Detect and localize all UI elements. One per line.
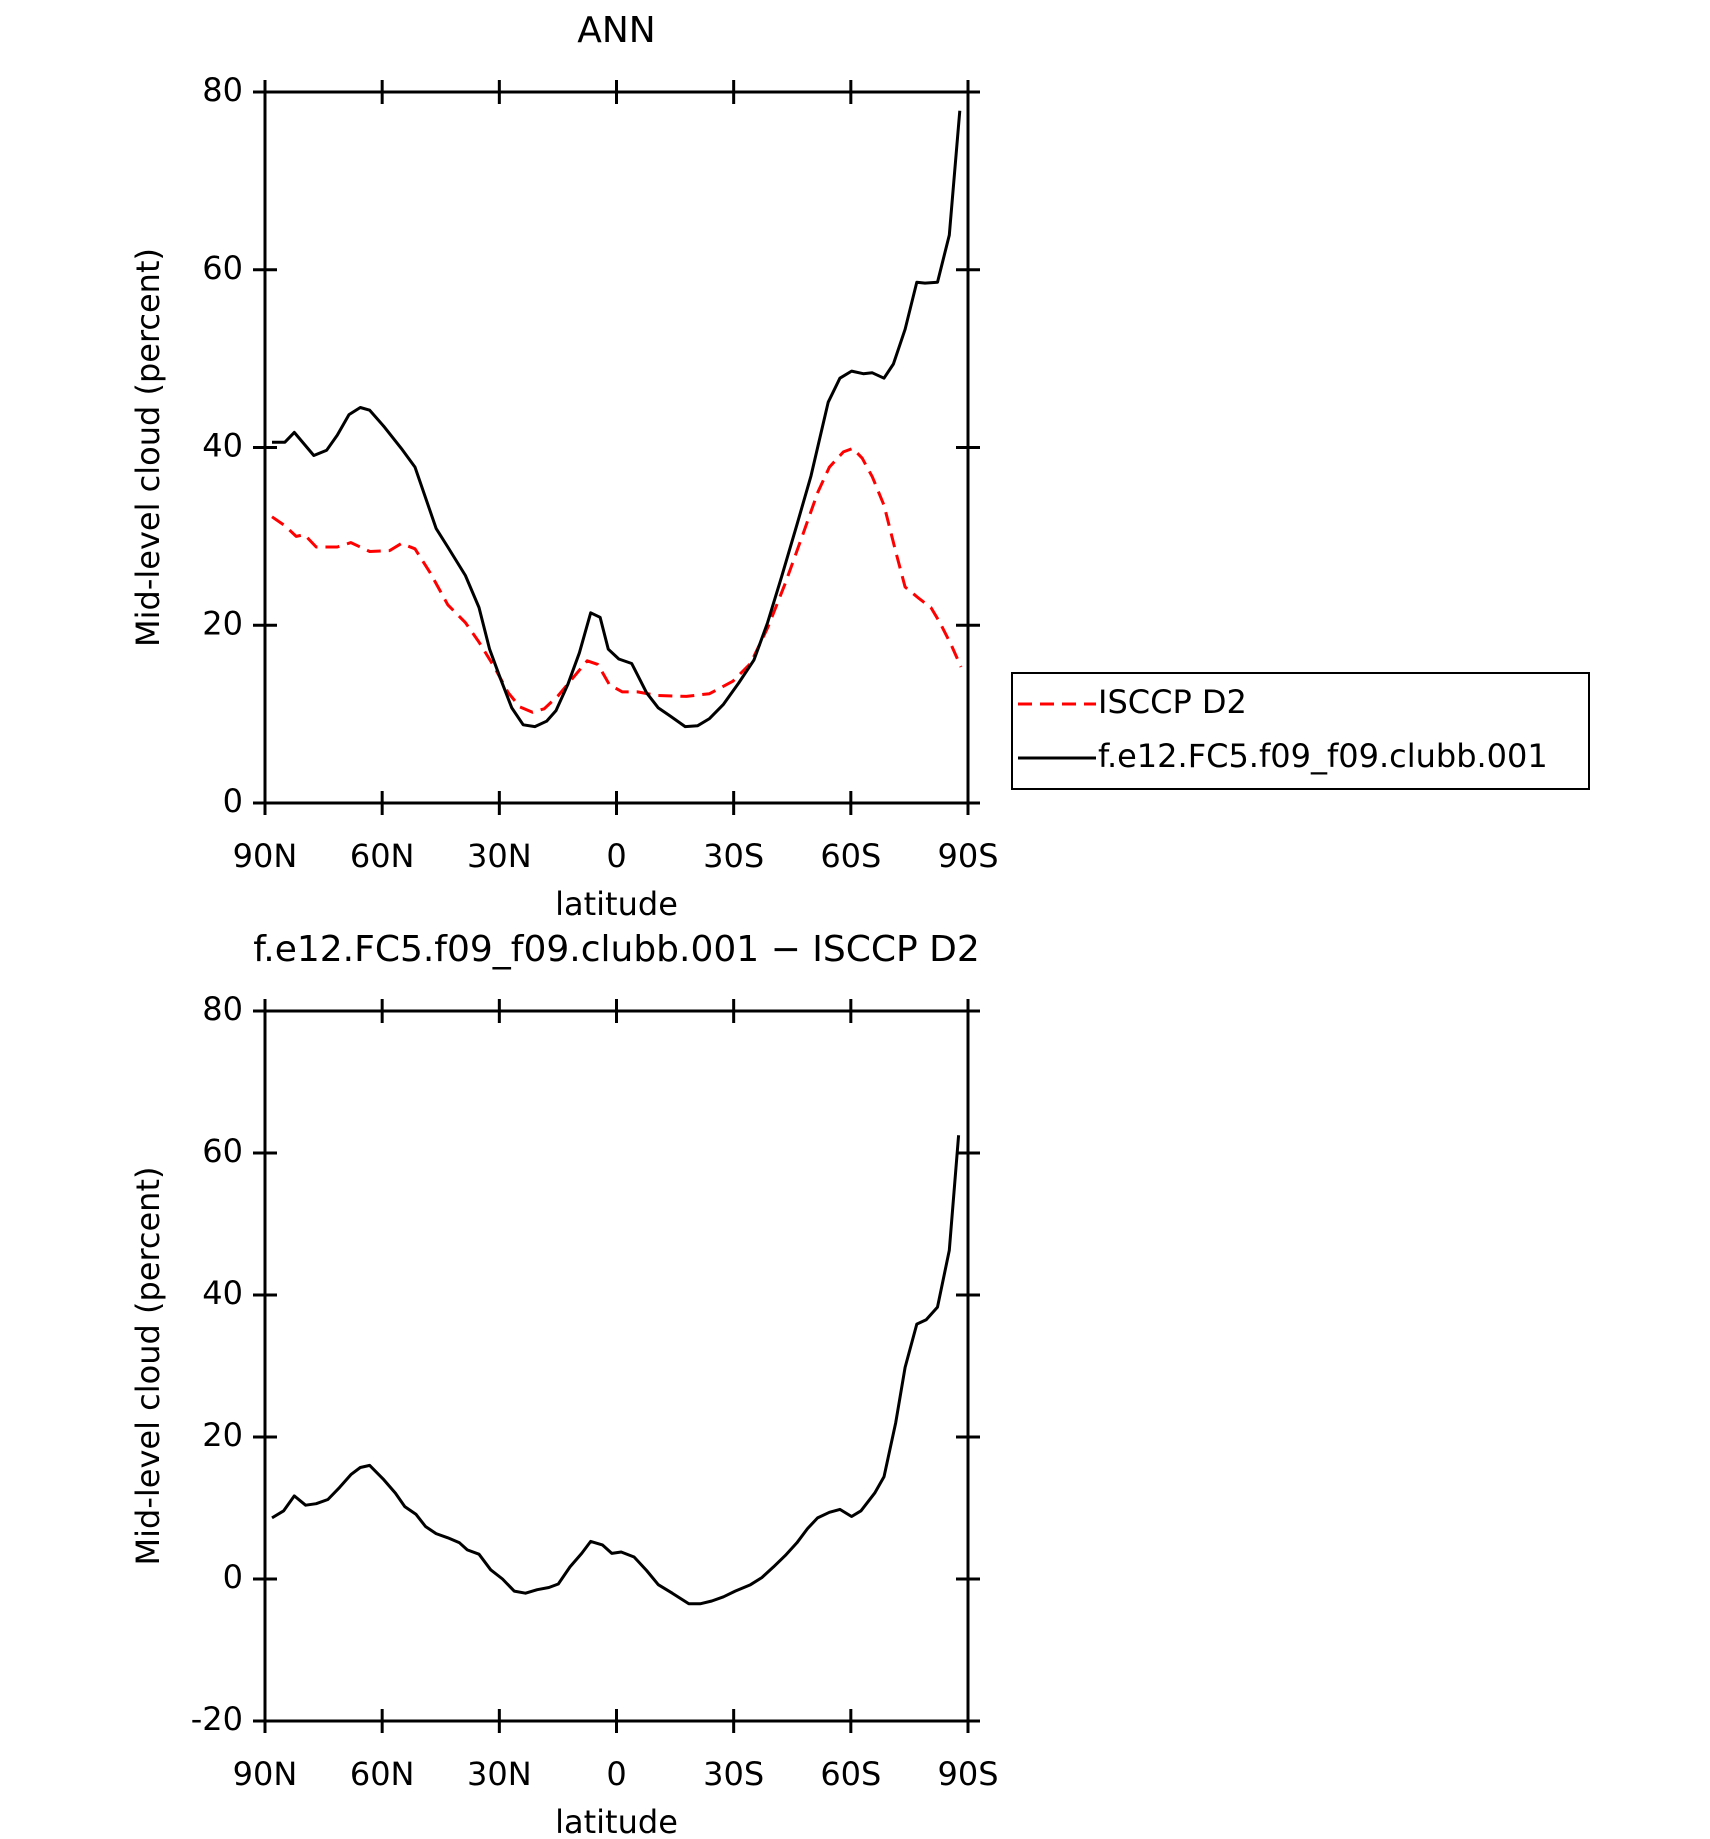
y-tick-label: 0 xyxy=(223,782,243,820)
legend-box xyxy=(1011,672,1590,790)
x-tick-label: 30S xyxy=(703,837,764,875)
x-tick-label: 90S xyxy=(937,1755,998,1793)
x-tick-label: 90N xyxy=(233,837,298,875)
plot-frame xyxy=(263,90,970,805)
x-tick-label: 60N xyxy=(350,837,415,875)
x-tick-label: 0 xyxy=(606,837,626,875)
y-tick-label: 20 xyxy=(202,604,243,642)
y-tick-label: 80 xyxy=(202,71,243,109)
chart-title: f.e12.FC5.f09_f09.clubb.001 − ISCCP D2 xyxy=(253,929,980,970)
y-tick-label: 40 xyxy=(202,427,243,465)
x-tick-label: 60N xyxy=(350,1755,415,1793)
x-tick-label: 90S xyxy=(937,837,998,875)
y-tick-label: 40 xyxy=(202,1274,243,1312)
data-line xyxy=(271,1135,961,1606)
plot-frame xyxy=(263,1009,970,1723)
y-tick-label: 20 xyxy=(202,1416,243,1454)
data-line xyxy=(271,446,963,714)
x-tick-label: 90N xyxy=(233,1755,298,1793)
x-tick-label: 30N xyxy=(467,1755,532,1793)
legend-label: ISCCP D2 xyxy=(1098,683,1247,721)
x-axis-label: latitude xyxy=(555,1803,678,1839)
legend-label: f.e12.FC5.f09_f09.clubb.001 xyxy=(1098,737,1548,775)
chart-title: ANN xyxy=(577,10,656,51)
x-tick-label: 30N xyxy=(467,837,532,875)
y-tick-label: -20 xyxy=(191,1700,243,1738)
y-tick-label: 60 xyxy=(202,1132,243,1170)
x-tick-label: 0 xyxy=(606,1755,626,1793)
x-tick-label: 60S xyxy=(820,1755,881,1793)
y-tick-label: 0 xyxy=(223,1558,243,1596)
y-axis-label: Mid-level cloud (percent) xyxy=(129,1167,167,1566)
y-tick-label: 60 xyxy=(202,249,243,287)
data-line xyxy=(272,110,962,729)
x-tick-label: 60S xyxy=(820,837,881,875)
x-tick-label: 30S xyxy=(703,1755,764,1793)
y-tick-label: 80 xyxy=(202,990,243,1028)
x-axis-label: latitude xyxy=(555,885,678,923)
y-axis-label: Mid-level cloud (percent) xyxy=(129,248,167,647)
